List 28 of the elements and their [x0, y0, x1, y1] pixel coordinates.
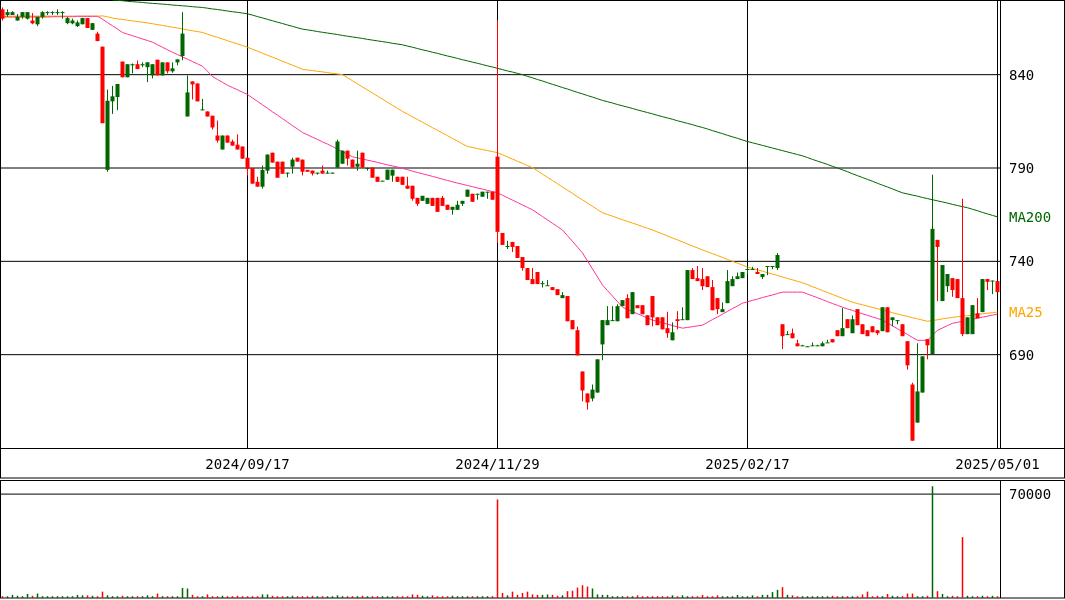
candlestick [780, 323, 785, 350]
candlestick [935, 239, 940, 302]
series-label: MA200 [1009, 208, 1052, 225]
candlestick [650, 295, 655, 327]
candlestick [665, 311, 670, 339]
candlestick [675, 310, 680, 330]
candlestick [60, 10, 65, 20]
candlestick [580, 370, 585, 402]
y-tick-label: 690 [1009, 346, 1035, 363]
y-tick-label: 740 [1009, 253, 1035, 270]
candlestick [215, 120, 220, 144]
candlestick [180, 11, 185, 61]
x-tick-label: 2025/05/01 [955, 456, 1040, 472]
candlestick [355, 150, 360, 172]
candlestick [625, 293, 630, 319]
y-tick-label: 70000 [1009, 486, 1052, 503]
x-tick-label: 2024/09/17 [205, 456, 290, 472]
candlestick [115, 83, 120, 111]
candlestick [925, 338, 930, 360]
x-tick-label: 2024/11/29 [455, 456, 540, 472]
y-tick-label: 840 [1009, 66, 1035, 83]
candlestick [840, 307, 845, 337]
y-tick-label: 790 [1009, 160, 1035, 176]
candlestick [130, 62, 135, 74]
candlestick [785, 330, 790, 336]
series-label: MA25 [1009, 304, 1043, 321]
x-tick-label: 2025/02/17 [705, 456, 790, 472]
candlestick [200, 98, 205, 111]
